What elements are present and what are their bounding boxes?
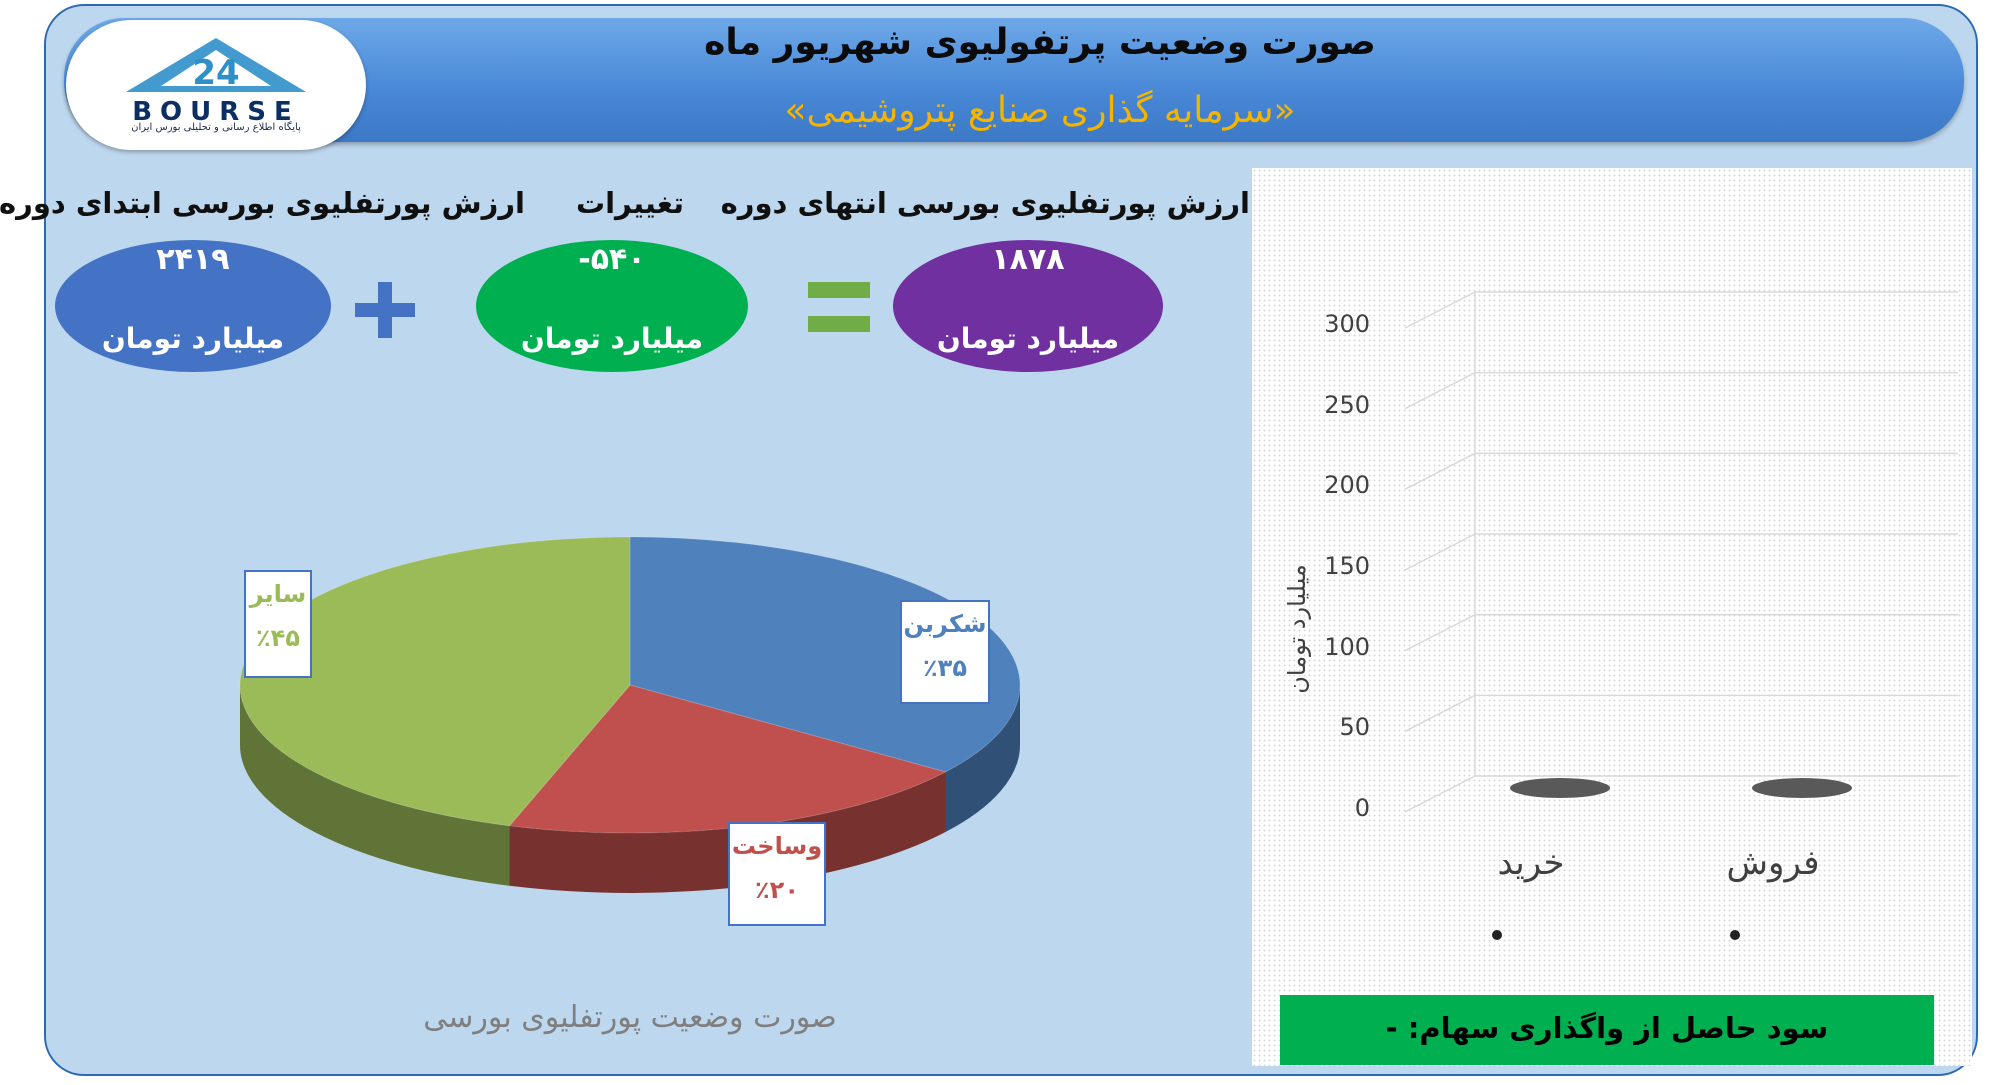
pie-chart-title: صورت وضعیت پورتفلیوی بورسی — [423, 1000, 837, 1035]
y-tick-label: 50 — [1339, 713, 1370, 742]
bar-top-1 — [1752, 778, 1852, 798]
end-value: ۱۸۷۸ — [991, 242, 1065, 277]
change-value: -۵۴۰ — [578, 242, 646, 277]
pie-slice-side — [509, 771, 946, 893]
y-tick-label: 250 — [1324, 390, 1370, 419]
logo-graphic: 24 BOURSE — [126, 38, 306, 127]
end-value-ellipse: ۱۸۷۸ میلیارد تومان — [893, 240, 1163, 372]
bar-top-0 — [1510, 778, 1610, 798]
y-tick-label: 300 — [1324, 310, 1370, 338]
start-value: ۲۴۱۹ — [156, 242, 230, 277]
pie-label-name: سایر — [249, 580, 307, 608]
bullet-dot — [1492, 930, 1502, 940]
gridline-side — [1404, 452, 1476, 491]
pie-slice-side — [945, 685, 1020, 832]
plus-sign-icon — [355, 282, 415, 338]
pie-label-name: وساخت — [731, 832, 823, 860]
y-tick-label: 100 — [1324, 632, 1370, 661]
gridline-side — [1404, 613, 1476, 652]
equals-sign-icon — [808, 282, 870, 332]
logo-number: 24 — [192, 53, 239, 93]
profit-from-sales: سود حاصل از واگذاری سهام: - — [1280, 995, 1934, 1065]
end-value-unit: میلیارد تومان — [936, 322, 1120, 355]
bullet-dot — [1730, 930, 1740, 940]
gridline-side — [1404, 775, 1476, 813]
pie-chart — [239, 536, 1021, 893]
pie-label-name: شکربن — [903, 610, 987, 638]
change-ellipse: -۵۴۰ میلیارد تومان — [476, 240, 748, 372]
gridline-side — [1404, 291, 1476, 329]
pie-label-shekarban: شکربن ٪۳۵ — [900, 600, 990, 704]
end-value-label: ارزش پورتفلیوی بورسی انتهای دوره — [720, 186, 1250, 220]
y-tick-label: 200 — [1324, 471, 1370, 500]
category-label-sell: فروش — [1726, 843, 1820, 883]
logo-tagline: پایگاه اطلاع رسانی و تحلیلی بورس ایران — [131, 122, 301, 133]
start-value-unit: میلیارد تومان — [101, 322, 285, 355]
logo-wordmark: BOURSE — [132, 97, 300, 127]
pie-label-percent: ٪۴۵ — [256, 624, 300, 652]
gridline-side — [1404, 694, 1476, 733]
pie-label-percent: ٪۳۵ — [923, 654, 967, 682]
pie-label-other: سایر ٪۴۵ — [244, 570, 312, 678]
bourse24-logo: 24 BOURSE پایگاه اطلاع رسانی و تحلیلی بو… — [66, 20, 366, 150]
header-banner — [64, 18, 1964, 142]
change-unit: میلیارد تومان — [520, 322, 704, 355]
category-label-buy: خرید — [1497, 843, 1565, 883]
change-label: تغییرات — [575, 186, 685, 220]
start-value-ellipse: ۲۴۱۹ میلیارد تومان — [55, 240, 331, 372]
page-subtitle: «سرمایه گذاری صنایع پتروشیمی» — [784, 90, 1296, 131]
start-value-label: ارزش پورتفلیوی بورسی ابتدای دوره — [0, 186, 525, 220]
trade-chart-panel — [1252, 168, 1972, 1066]
y-tick-label: 150 — [1324, 552, 1370, 580]
gridline-side — [1404, 533, 1476, 571]
page-title: صورت وضعیت پرتفولیوی شهریور ماه — [704, 22, 1376, 63]
y-tick-label: 0 — [1354, 794, 1370, 822]
pie-slice-side — [240, 685, 510, 886]
pie-label-percent: ٪۲۰ — [755, 876, 799, 904]
pie-label-vasakht: وساخت ٪۲۰ — [728, 822, 826, 926]
gridline-side — [1404, 371, 1476, 410]
